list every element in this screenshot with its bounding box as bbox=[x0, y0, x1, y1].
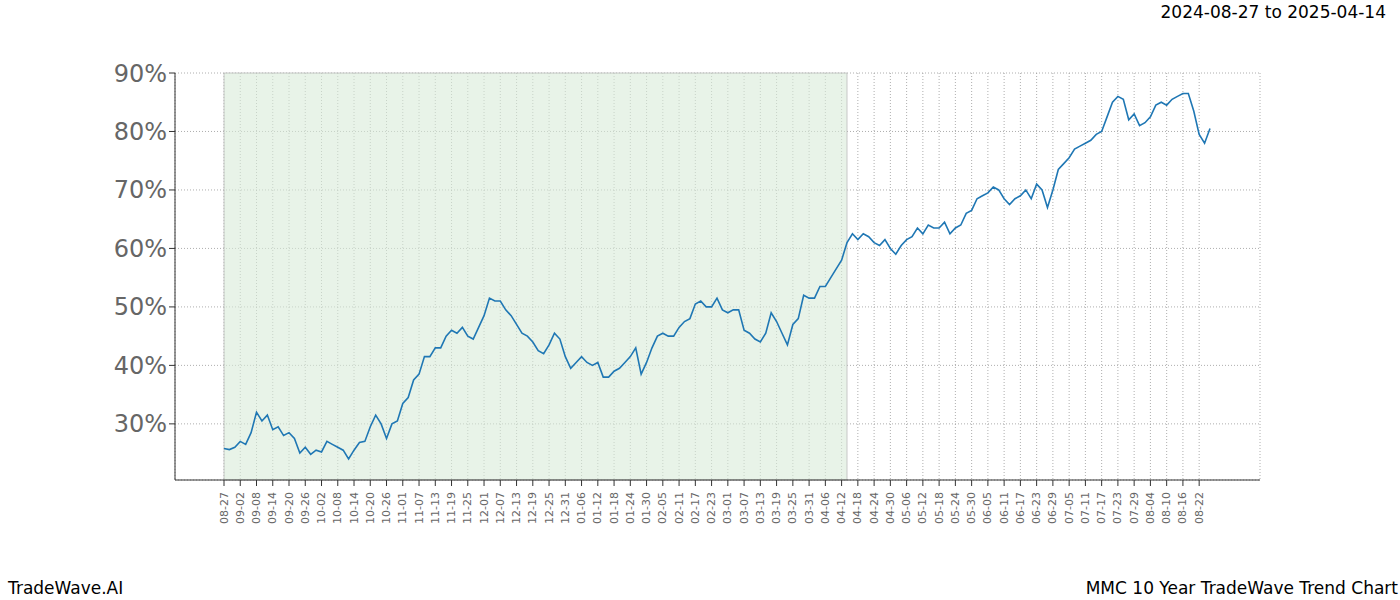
svg-text:06-11: 06-11 bbox=[998, 492, 1011, 524]
svg-text:11-01: 11-01 bbox=[396, 492, 409, 524]
svg-text:05-12: 05-12 bbox=[916, 492, 929, 524]
svg-text:10-08: 10-08 bbox=[331, 492, 344, 524]
svg-text:90%: 90% bbox=[114, 60, 167, 88]
svg-text:09-14: 09-14 bbox=[266, 492, 279, 524]
svg-text:10-26: 10-26 bbox=[380, 492, 393, 524]
svg-text:11-07: 11-07 bbox=[413, 492, 426, 524]
svg-text:09-08: 09-08 bbox=[250, 492, 263, 524]
html-text:TradeWave.AI: TradeWave.AI bbox=[8, 578, 124, 598]
html-text:MMC 10 Year TradeWave Trend Ch: MMC 10 Year TradeWave Trend Chart bbox=[1085, 578, 1398, 598]
svg-text:01-24: 01-24 bbox=[624, 492, 637, 524]
svg-text:09-26: 09-26 bbox=[299, 492, 312, 524]
svg-text:10-20: 10-20 bbox=[364, 492, 377, 524]
svg-text:05-06: 05-06 bbox=[900, 492, 913, 524]
svg-text:04-18: 04-18 bbox=[851, 492, 864, 524]
svg-text:05-18: 05-18 bbox=[933, 492, 946, 524]
svg-text:07-29: 07-29 bbox=[1128, 492, 1141, 524]
svg-text:11-19: 11-19 bbox=[445, 492, 458, 524]
svg-text:60%: 60% bbox=[114, 235, 167, 263]
svg-text:02-17: 02-17 bbox=[689, 492, 702, 524]
svg-text:06-17: 06-17 bbox=[1014, 492, 1027, 524]
svg-text:07-23: 07-23 bbox=[1111, 492, 1124, 524]
svg-text:05-30: 05-30 bbox=[965, 492, 978, 524]
svg-text:12-31: 12-31 bbox=[559, 492, 572, 524]
svg-text:04-24: 04-24 bbox=[868, 492, 881, 524]
svg-text:06-05: 06-05 bbox=[981, 492, 994, 524]
svg-text:07-05: 07-05 bbox=[1063, 492, 1076, 524]
svg-text:07-11: 07-11 bbox=[1079, 492, 1092, 524]
svg-text:40%: 40% bbox=[114, 352, 167, 380]
svg-text:10-02: 10-02 bbox=[315, 492, 328, 524]
svg-text:01-30: 01-30 bbox=[640, 492, 653, 524]
html-text:2024-08-27 to 2025-04-14: 2024-08-27 to 2025-04-14 bbox=[1160, 2, 1386, 22]
svg-text:04-06: 04-06 bbox=[819, 492, 832, 524]
svg-text:03-25: 03-25 bbox=[786, 492, 799, 524]
svg-text:12-13: 12-13 bbox=[510, 492, 523, 524]
svg-text:02-11: 02-11 bbox=[673, 492, 686, 524]
svg-text:80%: 80% bbox=[114, 118, 167, 146]
svg-text:10-14: 10-14 bbox=[348, 492, 361, 524]
svg-text:06-23: 06-23 bbox=[1030, 492, 1043, 524]
svg-text:11-13: 11-13 bbox=[429, 492, 442, 524]
svg-text:11-25: 11-25 bbox=[461, 492, 474, 524]
svg-text:07-17: 07-17 bbox=[1095, 492, 1108, 524]
svg-text:06-29: 06-29 bbox=[1046, 492, 1059, 524]
svg-text:12-07: 12-07 bbox=[494, 492, 507, 524]
svg-text:02-23: 02-23 bbox=[705, 492, 718, 524]
svg-text:04-30: 04-30 bbox=[884, 492, 897, 524]
svg-text:08-22: 08-22 bbox=[1193, 492, 1206, 524]
svg-text:03-13: 03-13 bbox=[754, 492, 767, 524]
svg-text:50%: 50% bbox=[114, 293, 167, 321]
svg-text:03-07: 03-07 bbox=[738, 492, 751, 524]
svg-text:02-05: 02-05 bbox=[656, 492, 669, 524]
svg-text:05-24: 05-24 bbox=[949, 492, 962, 524]
svg-text:12-19: 12-19 bbox=[526, 492, 539, 524]
svg-text:01-12: 01-12 bbox=[591, 492, 604, 524]
svg-text:09-20: 09-20 bbox=[283, 492, 296, 524]
svg-text:03-01: 03-01 bbox=[721, 492, 734, 524]
svg-text:70%: 70% bbox=[114, 176, 167, 204]
svg-text:30%: 30% bbox=[114, 410, 167, 438]
svg-text:03-19: 03-19 bbox=[770, 492, 783, 524]
svg-text:08-27: 08-27 bbox=[218, 492, 231, 524]
svg-text:08-16: 08-16 bbox=[1176, 492, 1189, 524]
svg-text:01-18: 01-18 bbox=[608, 492, 621, 524]
svg-text:08-10: 08-10 bbox=[1160, 492, 1173, 524]
svg-text:12-25: 12-25 bbox=[543, 492, 556, 524]
svg-text:03-31: 03-31 bbox=[803, 492, 816, 524]
svg-text:09-02: 09-02 bbox=[234, 492, 247, 524]
svg-text:01-06: 01-06 bbox=[575, 492, 588, 524]
svg-text:04-12: 04-12 bbox=[835, 492, 848, 524]
svg-text:12-01: 12-01 bbox=[478, 492, 491, 524]
svg-text:08-04: 08-04 bbox=[1144, 492, 1157, 524]
